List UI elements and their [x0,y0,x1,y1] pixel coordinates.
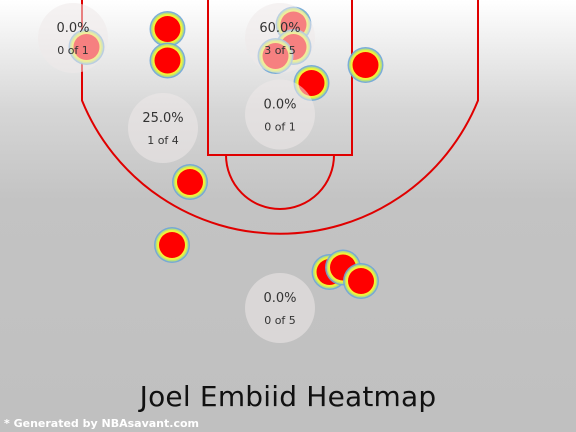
zone-percentage: 25.0% [142,111,183,126]
zone-made-of-attempts: 3 of 5 [264,44,296,57]
zone-bubble [38,3,108,73]
zones-layer: 0.0% 0 of 1 60.0% 3 of 5 25.0% 1 of 4 0.0% 0 of… [38,3,315,343]
zone-above-break-three: 0.0% 0 of 5 [245,273,315,343]
chart-title: Joel Embiid Heatmap [139,380,437,413]
shot-point [149,11,186,47]
free-throw-circle [225,154,335,210]
zone-free-throw-area: 0.0% 0 of 1 [245,79,315,150]
shot-point [172,164,208,200]
zone-made-of-attempts: 0 of 1 [57,44,89,57]
shots-layer [68,6,384,299]
zone-paint: 60.0% 3 of 5 [245,3,315,73]
shot-point [347,47,384,83]
zone-percentage: 60.0% [259,21,300,36]
zone-bubble [245,3,315,73]
zone-made-of-attempts: 0 of 1 [264,121,296,134]
zone-percentage: 0.0% [263,291,296,306]
shot-point [343,263,379,299]
zone-bubble [245,79,315,150]
zone-made-of-attempts: 1 of 4 [147,134,179,147]
zone-percentage: 0.0% [263,98,296,113]
shot-point [154,227,190,263]
zone-bubble [245,273,315,343]
zone-left-midrange: 25.0% 1 of 4 [128,93,198,163]
shot-point [149,42,186,79]
zone-left-corner-three: 0.0% 0 of 1 [38,3,108,73]
three-point-line [81,0,479,235]
zone-bubble [128,93,198,163]
zone-percentage: 0.0% [56,21,89,36]
zone-made-of-attempts: 0 of 5 [264,314,296,327]
credit-text: * Generated by NBAsavant.com [4,417,199,430]
